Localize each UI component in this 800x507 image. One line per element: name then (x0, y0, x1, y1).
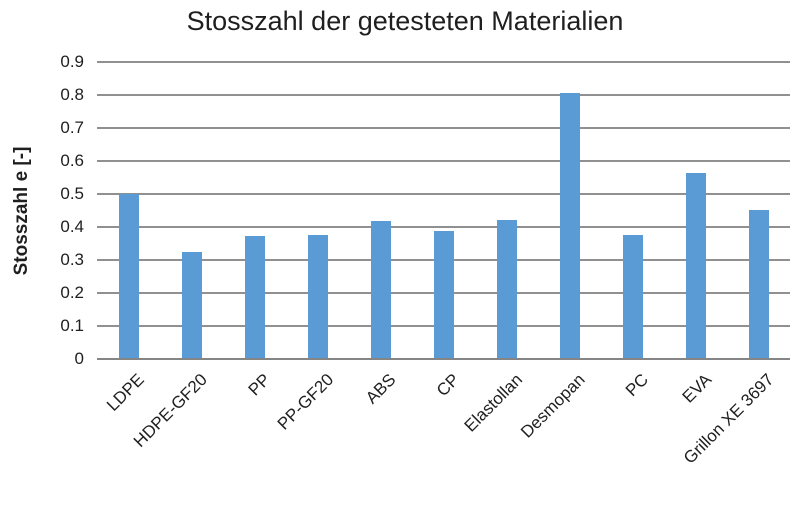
x-category-label-CP: CP (432, 370, 463, 401)
bar-PP-GF20 (307, 234, 328, 359)
bar-LDPE (118, 194, 139, 359)
x-category-label-Desmopan: Desmopan (517, 370, 589, 442)
y-tick-label-0: 0 (74, 349, 84, 368)
y-tick-label-0.6: 0.6 (60, 151, 84, 170)
y-tick-label-0.8: 0.8 (60, 85, 84, 104)
x-category-label-PP: PP (244, 370, 274, 400)
gridline-0.7 (97, 127, 790, 129)
gridline-0.5 (97, 193, 790, 195)
bar-Desmopan (559, 92, 580, 359)
bar-ABS (370, 221, 391, 359)
bar-PC (622, 234, 643, 359)
y-axis-title: Stosszahl e [-] (11, 146, 32, 276)
x-axis-line (97, 358, 790, 360)
y-tick-label-0.5: 0.5 (60, 184, 84, 203)
x-category-label-PP-GF20: PP-GF20 (273, 370, 337, 434)
x-category-label-ABS: ABS (362, 370, 400, 408)
y-tick-label-0.4: 0.4 (60, 217, 84, 236)
y-tick-label-0.9: 0.9 (60, 52, 84, 71)
x-category-label-EVA: EVA (678, 370, 715, 407)
gridline-0.4 (97, 226, 790, 228)
y-tick-label-0.1: 0.1 (60, 316, 84, 335)
gridline-0.8 (97, 94, 790, 96)
bar-PP (244, 236, 265, 359)
y-tick-label-0.3: 0.3 (60, 250, 84, 269)
bar-HDPE-GF20 (181, 251, 202, 359)
bar-EVA (685, 172, 706, 359)
x-category-label-Elastollan: Elastollan (460, 370, 526, 436)
gridline-0.6 (97, 160, 790, 162)
bar-Elastollan (496, 220, 517, 359)
x-category-label-PC: PC (621, 370, 652, 401)
plot-area (97, 61, 790, 360)
bar-Grillon XE 3697 (748, 210, 769, 359)
bar-CP (433, 230, 454, 359)
y-tick-label-0.7: 0.7 (60, 118, 84, 137)
y-tick-label-0.2: 0.2 (60, 283, 84, 302)
chart-title: Stosszahl der getesteten Materialien (186, 6, 624, 36)
gridline-0.9 (97, 61, 790, 63)
x-category-label-LDPE: LDPE (103, 370, 148, 415)
